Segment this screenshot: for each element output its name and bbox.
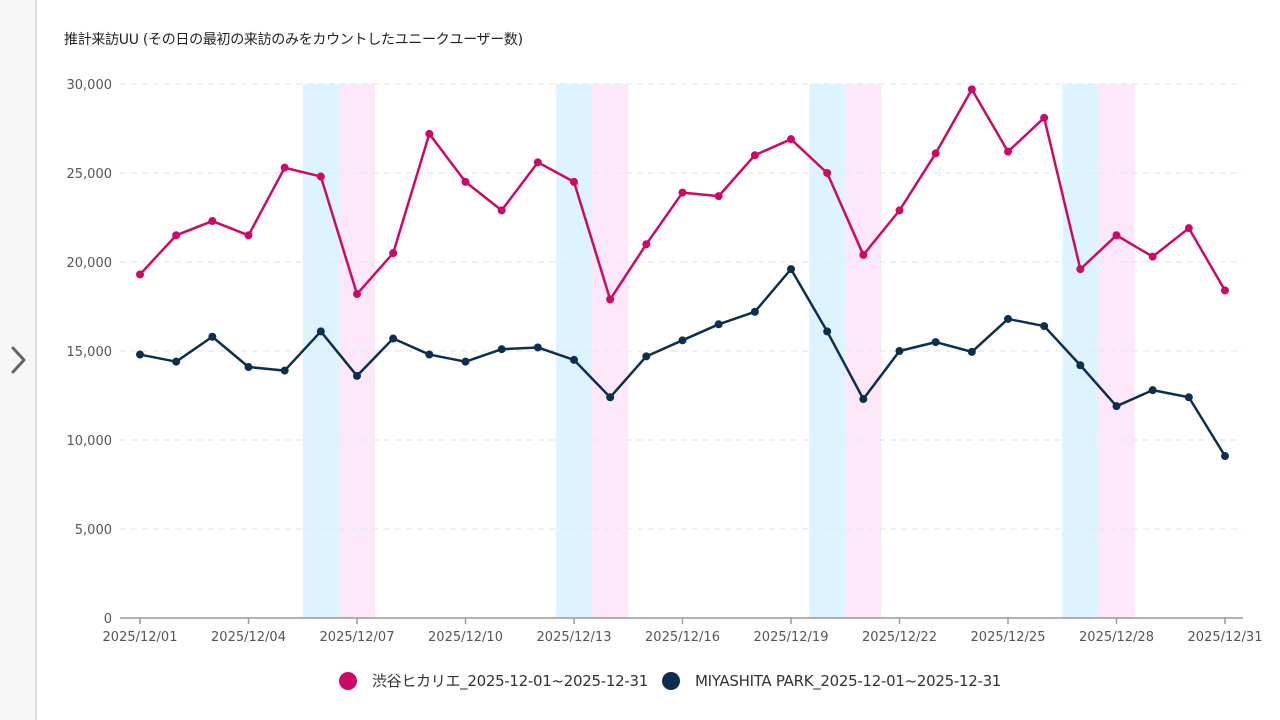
data-point-0-2025-12-29[interactable] xyxy=(1148,252,1157,261)
x-tick-label: 2025/12/31 xyxy=(1188,630,1263,645)
data-point-0-2025-12-05[interactable] xyxy=(280,163,289,172)
data-point-0-2025-12-26[interactable] xyxy=(1040,113,1049,122)
data-point-1-2025-12-08[interactable] xyxy=(389,334,398,343)
data-point-1-2025-12-31[interactable] xyxy=(1221,452,1229,461)
data-point-1-2025-12-24[interactable] xyxy=(967,347,976,356)
data-point-1-2025-12-04[interactable] xyxy=(244,363,253,372)
y-tick-label: 20,000 xyxy=(67,256,113,271)
data-point-0-2025-12-28[interactable] xyxy=(1112,231,1121,240)
data-point-1-2025-12-02[interactable] xyxy=(172,357,181,366)
legend-item-miyashita[interactable]: MIYASHITA PARK_2025-12-01~2025-12-31 xyxy=(661,670,1002,691)
data-point-1-2025-12-26[interactable] xyxy=(1040,322,1049,331)
x-axis: 2025/12/01 2025/12/04 2025/12/07 2025/12/10… xyxy=(103,617,1263,645)
y-tick-label: 15,000 xyxy=(67,345,113,360)
data-point-0-2025-12-12[interactable] xyxy=(533,158,542,167)
data-point-0-2025-12-22[interactable] xyxy=(895,206,904,215)
data-point-1-2025-12-18[interactable] xyxy=(750,307,759,316)
y-tick-label: 10,000 xyxy=(67,434,113,449)
x-tick-label: 2025/12/16 xyxy=(645,630,720,645)
data-point-0-2025-12-13[interactable] xyxy=(570,177,578,186)
line-chart: 0 5,000 10,000 15,000 20,000 25,000 30,000 202… xyxy=(67,78,1263,645)
left-panel xyxy=(0,0,37,720)
data-point-1-2025-12-23[interactable] xyxy=(931,338,940,347)
legend-label-hikarie: 渋谷ヒカリエ_2025-12-01~2025-12-31 xyxy=(371,672,648,690)
x-tick-label: 2025/12/07 xyxy=(320,630,395,645)
series-0 xyxy=(136,85,1229,304)
data-point-1-2025-12-28[interactable] xyxy=(1112,402,1121,411)
data-point-0-2025-12-27[interactable] xyxy=(1076,265,1085,274)
x-tick-label: 2025/12/25 xyxy=(971,630,1046,645)
data-point-1-2025-12-14[interactable] xyxy=(606,393,615,402)
data-point-0-2025-12-30[interactable] xyxy=(1184,224,1193,233)
data-point-1-2025-12-25[interactable] xyxy=(1004,314,1012,323)
series-1 xyxy=(136,265,1229,461)
chevron-right-icon xyxy=(11,346,26,374)
data-point-1-2025-12-29[interactable] xyxy=(1148,386,1157,395)
data-point-0-2025-12-17[interactable] xyxy=(714,192,723,201)
data-point-1-2025-12-05[interactable] xyxy=(280,366,289,375)
legend-marker-hikarie xyxy=(338,671,357,690)
x-tick-label: 2025/12/28 xyxy=(1079,630,1154,645)
data-point-0-2025-12-25[interactable] xyxy=(1004,147,1012,156)
x-tick-label: 2025/12/22 xyxy=(862,630,937,645)
data-point-0-2025-12-08[interactable] xyxy=(389,249,398,258)
chart-title: 推計来訪UU (その日の最初の来訪のみをカウントしたユニークユーザー数) xyxy=(64,32,523,48)
series-group xyxy=(136,85,1229,461)
data-point-1-2025-12-27[interactable] xyxy=(1076,361,1085,370)
legend-label-miyashita: MIYASHITA PARK_2025-12-01~2025-12-31 xyxy=(694,671,1002,690)
data-point-1-2025-12-17[interactable] xyxy=(714,320,723,329)
data-point-1-2025-12-12[interactable] xyxy=(533,343,542,352)
data-point-1-2025-12-11[interactable] xyxy=(497,345,506,354)
data-point-1-2025-12-22[interactable] xyxy=(895,347,904,355)
data-point-1-2025-12-09[interactable] xyxy=(425,350,434,359)
data-point-0-2025-12-02[interactable] xyxy=(172,231,181,240)
data-point-0-2025-12-04[interactable] xyxy=(244,231,253,240)
data-point-1-2025-12-03[interactable] xyxy=(208,332,217,341)
legend-item-hikarie[interactable]: 渋谷ヒカリエ_2025-12-01~2025-12-31 xyxy=(338,670,648,691)
data-point-0-2025-12-07[interactable] xyxy=(353,290,361,299)
data-point-0-2025-12-23[interactable] xyxy=(931,149,940,158)
y-tick-label: 25,000 xyxy=(67,167,113,182)
data-point-1-2025-12-20[interactable] xyxy=(823,327,832,336)
data-point-1-2025-12-13[interactable] xyxy=(570,355,578,364)
data-point-0-2025-12-18[interactable] xyxy=(750,151,759,160)
data-point-0-2025-12-20[interactable] xyxy=(823,169,832,177)
data-point-0-2025-12-11[interactable] xyxy=(497,206,506,215)
y-axis: 0 5,000 10,000 15,000 20,000 25,000 30,000 xyxy=(67,78,113,627)
data-point-1-2025-12-19[interactable] xyxy=(787,265,795,274)
gridlines xyxy=(120,83,1243,530)
data-point-1-2025-12-30[interactable] xyxy=(1184,393,1193,402)
expand-sidebar-button[interactable] xyxy=(4,342,32,378)
data-point-0-2025-12-15[interactable] xyxy=(642,240,651,249)
data-point-0-2025-12-03[interactable] xyxy=(208,217,217,226)
data-point-1-2025-12-16[interactable] xyxy=(678,336,687,345)
data-point-1-2025-12-06[interactable] xyxy=(316,327,325,336)
data-point-1-2025-12-15[interactable] xyxy=(642,352,651,361)
data-point-0-2025-12-01[interactable] xyxy=(136,270,144,279)
y-tick-label: 0 xyxy=(104,612,112,627)
data-point-1-2025-12-10[interactable] xyxy=(461,357,470,366)
data-point-0-2025-12-24[interactable] xyxy=(967,85,976,94)
data-point-0-2025-12-31[interactable] xyxy=(1221,286,1229,295)
data-point-0-2025-12-16[interactable] xyxy=(678,188,687,197)
data-point-1-2025-12-21[interactable] xyxy=(859,395,868,404)
x-tick-label: 2025/12/04 xyxy=(211,630,286,645)
data-point-0-2025-12-10[interactable] xyxy=(461,177,470,186)
x-tick-label: 2025/12/01 xyxy=(103,630,178,645)
y-tick-label: 5,000 xyxy=(75,523,112,538)
data-point-0-2025-12-14[interactable] xyxy=(606,295,615,304)
legend: 渋谷ヒカリエ_2025-12-01~2025-12-31 MIYASHITA P… xyxy=(0,670,1280,691)
data-point-0-2025-12-21[interactable] xyxy=(859,250,868,259)
legend-marker-miyashita xyxy=(661,671,680,690)
x-tick-label: 2025/12/19 xyxy=(754,630,829,645)
y-tick-label: 30,000 xyxy=(67,78,113,93)
x-tick-label: 2025/12/10 xyxy=(428,630,503,645)
data-point-0-2025-12-09[interactable] xyxy=(425,129,434,138)
x-tick-label: 2025/12/13 xyxy=(537,630,612,645)
data-point-1-2025-12-07[interactable] xyxy=(353,371,361,380)
data-point-0-2025-12-06[interactable] xyxy=(316,172,325,181)
data-point-0-2025-12-19[interactable] xyxy=(787,135,795,144)
data-point-1-2025-12-01[interactable] xyxy=(136,350,144,359)
